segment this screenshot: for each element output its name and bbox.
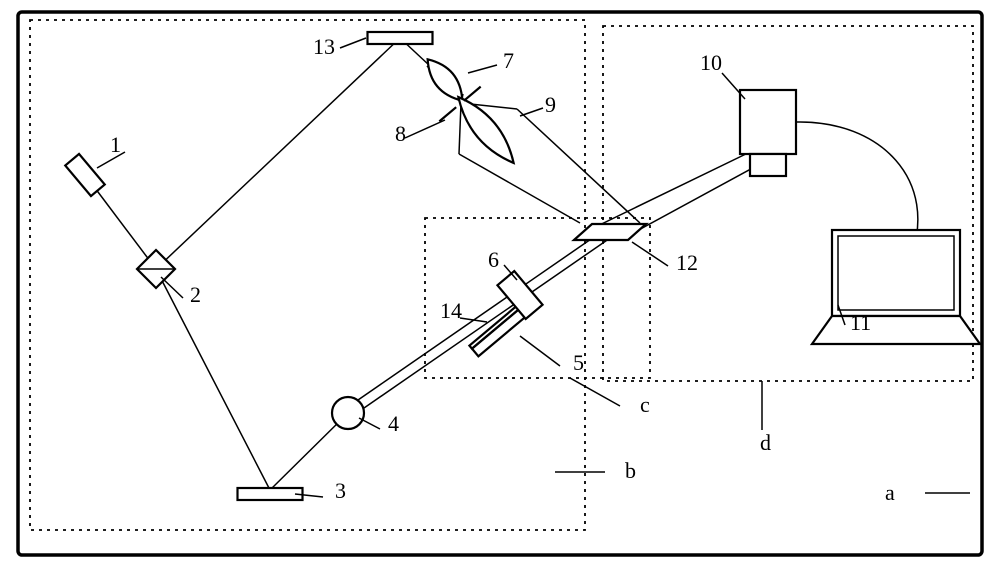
svg-text:a: a [885,480,895,505]
svg-text:4: 4 [388,411,399,436]
svg-text:12: 12 [676,250,698,275]
svg-text:6: 6 [488,247,499,272]
svg-text:10: 10 [700,50,722,75]
svg-text:8: 8 [395,121,406,146]
svg-text:13: 13 [313,34,335,59]
svg-text:d: d [760,430,771,455]
svg-text:b: b [625,458,636,483]
svg-text:14: 14 [440,298,462,323]
svg-text:1: 1 [110,132,121,157]
svg-text:2: 2 [190,282,201,307]
svg-text:7: 7 [503,48,514,73]
svg-text:5: 5 [573,350,584,375]
svg-text:c: c [640,392,650,417]
svg-text:11: 11 [850,310,871,335]
svg-text:3: 3 [335,478,346,503]
svg-text:9: 9 [545,92,556,117]
